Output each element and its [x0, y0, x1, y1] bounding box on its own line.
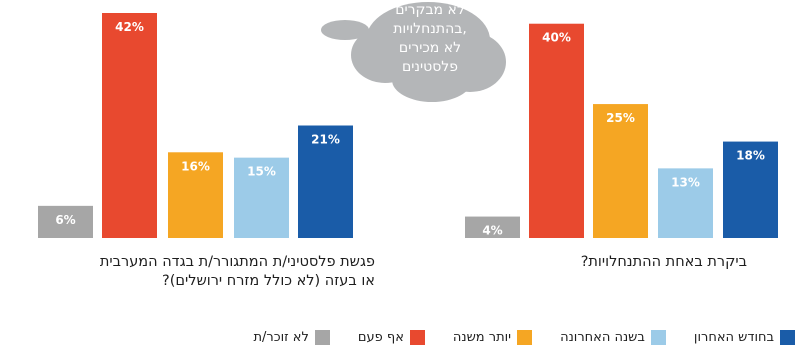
legend-label: בחודש האחרון: [693, 329, 774, 345]
bar-chart-right-4: [723, 141, 778, 238]
chart-left-question: פגשת פלסטיני/ת המתגורר/ת בגדה המערבית או…: [20, 253, 375, 291]
callout-line-2: בהתנחלויות,: [393, 21, 467, 37]
data-label-chart-left-4: 21%: [311, 133, 340, 147]
bar-chart-left-0: [38, 205, 93, 238]
data-label-chart-left-2: 16%: [181, 159, 210, 173]
bar-chart-left-4: [298, 125, 353, 238]
bar-chart-left-1: [102, 13, 157, 238]
bar-chart-right-2: [593, 104, 648, 238]
legend-item: בחודש האחרון: [693, 329, 795, 345]
data-label-chart-right-4: 18%: [736, 149, 765, 163]
bar-chart-right-1: [529, 23, 584, 239]
bar-chart-left-2: [168, 152, 223, 238]
legend-swatch: [780, 329, 795, 345]
data-label-chart-right-1: 40%: [542, 31, 571, 45]
legend-item: לא זוכר/ת: [253, 329, 330, 345]
legend: בחודש האחרון בשנה האחרונה יותר משנה אף פעם ל…: [70, 326, 795, 348]
data-label-chart-left-0: 6%: [55, 213, 75, 227]
chart-palestinian-meeting: 6% 42% 16% 15% 21%: [38, 13, 353, 238]
callout-cloud: לא מבקרים בהתנחלויות, לא מכירים פלסטינים: [321, 2, 506, 102]
legend-item: אף פעם: [357, 329, 425, 345]
legend-label: יותר משנה: [452, 329, 512, 345]
bar-chart-right-0: [465, 216, 520, 238]
chart-left-question-line-1: פגשת פלסטיני/ת המתגורר/ת בגדה המערבית: [99, 254, 375, 270]
data-label-chart-left-3: 15%: [247, 165, 276, 179]
chart-left-question-line-2: או בעזה (לא כולל מזרח ירושלים)?: [162, 273, 375, 289]
bar-chart-right-3: [658, 168, 713, 238]
callout-line-4: פלסטינים: [402, 59, 458, 75]
data-label-chart-right-0: 4%: [482, 224, 502, 238]
data-label-chart-right-3: 13%: [671, 175, 700, 189]
legend-label: בשנה האחרונה: [560, 329, 645, 345]
callout-line-3: לא מכירים: [399, 40, 461, 56]
legend-swatch: [517, 329, 533, 345]
chart-settlement-visit: 4% 40% 25% 13% 18%: [465, 23, 778, 239]
cloud-puff-bottom: [392, 58, 472, 102]
legend-swatch: [314, 329, 330, 345]
data-label-chart-left-1: 42%: [115, 20, 144, 34]
cloud-tail: [321, 20, 369, 40]
legend-swatch: [650, 329, 666, 345]
callout-line-1: לא מבקרים: [395, 2, 465, 18]
chart-right-question: ביקרת באחת ההתנחלויות?: [455, 253, 747, 272]
legend-label: אף פעם: [357, 329, 404, 345]
data-label-chart-right-2: 25%: [606, 111, 635, 125]
legend-item: יותר משנה: [452, 329, 533, 345]
legend-label: לא זוכר/ת: [253, 329, 309, 345]
bar-chart-left-3: [234, 157, 289, 238]
chart-right-question-line-1: ביקרת באחת ההתנחלויות?: [580, 254, 747, 270]
legend-item: בשנה האחרונה: [560, 329, 666, 345]
legend-swatch: [409, 329, 425, 345]
